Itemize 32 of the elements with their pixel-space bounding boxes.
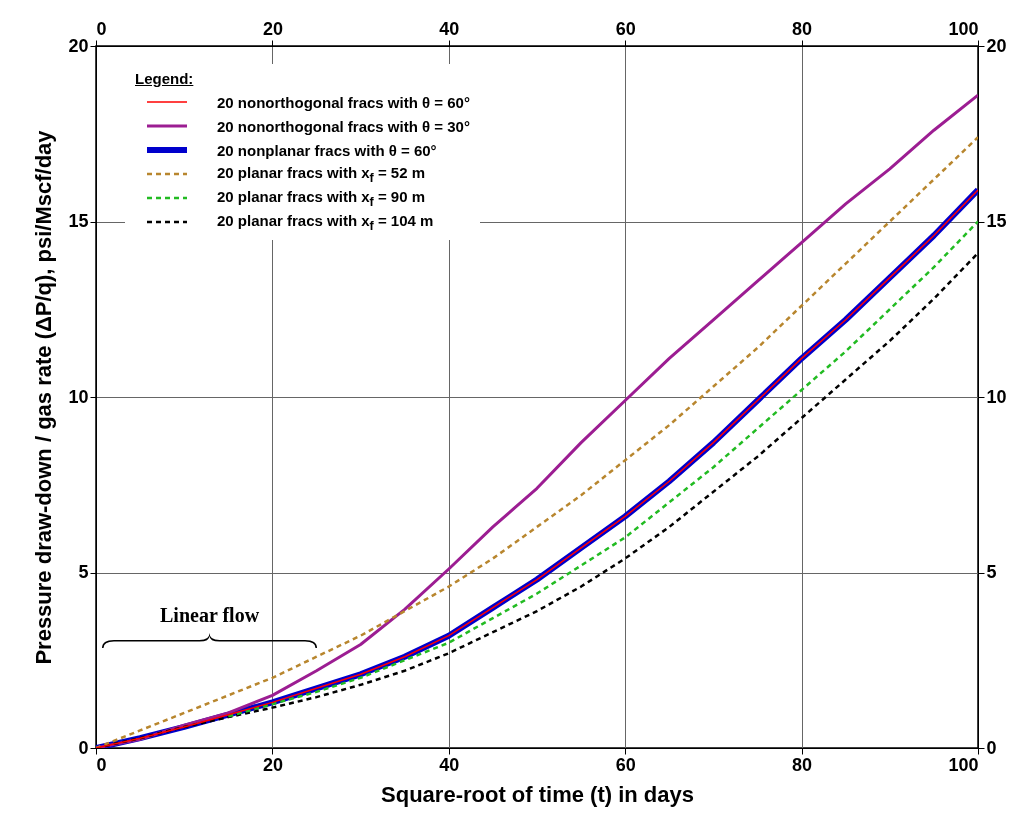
x2-tick-label: 40 (439, 18, 460, 39)
x2-tick-label: 60 (615, 18, 636, 39)
x2-tick-label: 100 (948, 18, 979, 39)
x-tick-label: 80 (792, 754, 813, 775)
x-tick-label: 20 (262, 754, 283, 775)
y-axis-title: Pressure draw-down / gas rate (ΔP/q), psi/Mscf/day (31, 129, 57, 665)
y2-tick-label: 0 (986, 737, 997, 758)
x2-tick-label: 0 (96, 18, 107, 39)
legend-label: 20 planar fracs with x$_{f}$ = 104 m (217, 211, 434, 233)
y2-tick-label: 20 (986, 35, 1007, 56)
y-tick-label: 0 (78, 737, 89, 758)
legend-label: 20 planar fracs with x$_{f}$ = 52 m (217, 163, 426, 185)
x-tick-label: 100 (948, 754, 979, 775)
annotation: Linear flow (160, 604, 260, 627)
legend-label: 20 nonorthogonal fracs with θ = 60° (217, 93, 470, 111)
legend-label: 20 nonorthogonal fracs with θ = 30° (217, 117, 470, 135)
y2-tick-label: 5 (986, 562, 997, 582)
x-tick-label: 40 (439, 754, 460, 775)
x-axis-title: Square-root of time (t) in days (381, 781, 694, 807)
x-tick-label: 0 (96, 754, 107, 775)
y-tick-label: 15 (68, 211, 89, 231)
x2-tick-label: 20 (262, 18, 283, 39)
y-tick-label: 10 (68, 386, 89, 407)
legend-label: 20 nonplanar fracs with θ = 60° (217, 141, 437, 159)
legend-title: Legend: (135, 70, 195, 87)
x2-tick-label: 80 (792, 18, 813, 39)
y-tick-label: 5 (78, 562, 89, 582)
x-tick-label: 60 (615, 754, 636, 775)
y2-tick-label: 15 (986, 211, 1007, 231)
y-tick-label: 20 (68, 35, 89, 56)
legend-label: 20 planar fracs with x$_{f}$ = 90 m (217, 187, 426, 209)
y2-tick-label: 10 (986, 386, 1007, 407)
